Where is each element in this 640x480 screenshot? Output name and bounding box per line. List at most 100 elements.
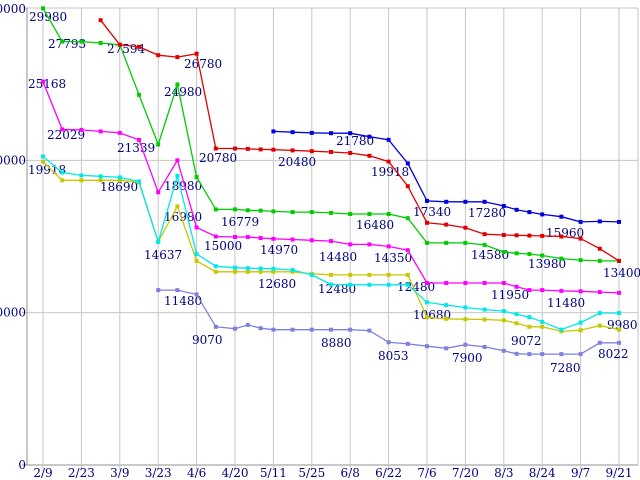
series-red-marker [271, 147, 276, 152]
series-red-marker [137, 44, 141, 49]
series-red-marker [559, 234, 564, 239]
series-slate-blue-marker [540, 352, 545, 357]
y-axis-tick-label: 30000 [0, 2, 26, 16]
series-green-marker [386, 212, 391, 216]
series-red-marker [386, 159, 391, 164]
series-cyan-marker [79, 173, 84, 178]
series-cyan-marker [258, 266, 263, 271]
series-blue [271, 129, 621, 224]
series-cyan-marker [245, 266, 250, 271]
price-annotation-label: 15000 [204, 239, 242, 253]
x-axis-tick-label: 2/23 [68, 466, 95, 480]
series-slate-blue-marker [482, 344, 487, 349]
series-magenta-marker [79, 127, 84, 132]
series-slate-blue-marker [514, 351, 519, 356]
series-green [41, 6, 621, 263]
series-blue-line [273, 130, 620, 223]
series-slate-blue-marker [156, 288, 161, 293]
y-axis-tick-label: 0 [18, 458, 26, 472]
series-slate-blue-marker [617, 340, 621, 345]
series-blue-marker [405, 161, 410, 166]
series-dark-yellow-marker [597, 323, 602, 328]
series-cyan-marker [444, 303, 449, 308]
series-green-marker [482, 242, 487, 247]
series-dark-yellow-marker [258, 269, 263, 274]
series-blue-marker [348, 131, 353, 136]
series-cyan-marker [194, 252, 199, 256]
series-magenta [41, 79, 621, 295]
price-annotation-label: 8022 [598, 347, 629, 361]
series-dark-yellow-marker [348, 272, 353, 277]
series-cyan-marker [233, 265, 237, 270]
series-red-marker [117, 42, 122, 47]
series-slate-blue-marker [527, 352, 532, 357]
series-red [98, 18, 621, 263]
price-annotation-label: 9072 [511, 334, 542, 348]
price-annotation-label: 11480 [164, 294, 202, 308]
series-magenta-marker [271, 236, 276, 241]
series-magenta-marker [245, 235, 250, 239]
price-annotation-label: 11950 [491, 288, 529, 302]
series-cyan-marker [540, 319, 545, 324]
series-red-marker [175, 55, 180, 60]
price-annotation-label: 26780 [184, 57, 222, 71]
series-slate-blue-marker [194, 292, 199, 297]
x-axis-tick-label: 7/6 [417, 466, 436, 480]
series-cyan-marker [175, 173, 180, 178]
series-cyan-marker [213, 264, 218, 269]
series-cyan-marker [482, 307, 487, 312]
series-dark-yellow-marker [527, 324, 532, 329]
series-blue-marker [425, 198, 429, 203]
price-annotation-label: 27594 [107, 42, 146, 56]
series-cyan-marker [60, 170, 65, 175]
price-annotation-label: 8053 [378, 349, 409, 363]
series-red-marker [258, 147, 263, 152]
series-blue-marker [578, 219, 583, 224]
series-green-marker [405, 216, 410, 221]
series-green-marker [559, 256, 564, 261]
series-green-marker [425, 240, 429, 245]
series-magenta-marker [597, 290, 602, 295]
x-axis-tick-label: 3/9 [110, 466, 129, 480]
series-magenta-marker [527, 288, 532, 293]
series-green-marker [527, 252, 532, 256]
series-green-marker [258, 208, 263, 213]
series-green-marker [597, 258, 602, 263]
series-green-marker [213, 207, 218, 212]
series-red-marker [213, 146, 218, 151]
x-axis-tick-label: 6/8 [341, 466, 360, 480]
series-dark-yellow-marker [213, 269, 218, 274]
series-magenta-marker [194, 225, 199, 230]
series-dark-yellow-marker [233, 269, 237, 274]
series-green-marker [290, 210, 295, 215]
series-cyan-marker [271, 266, 276, 271]
series-cyan-marker [425, 300, 429, 305]
series-green-marker [41, 6, 45, 11]
series-magenta-marker [405, 248, 410, 253]
series-red-line [100, 19, 620, 262]
series-blue-marker [540, 212, 545, 217]
series-red-marker [617, 258, 621, 263]
series-magenta-marker [559, 288, 564, 293]
series-slate-blue-marker [245, 322, 250, 327]
series-red-marker [194, 51, 199, 56]
series-cyan-marker [405, 282, 410, 287]
x-axis-tick-label: 3/23 [145, 466, 172, 480]
series-dark-yellow-marker [245, 269, 250, 274]
series-cyan-marker [514, 312, 519, 317]
series-red-marker [463, 225, 468, 230]
series-cyan-marker [463, 305, 468, 310]
series-cyan-marker [527, 315, 532, 320]
series-blue-marker [271, 129, 276, 134]
series-dark-yellow-marker [444, 316, 449, 321]
series-slate-blue-marker [444, 346, 449, 351]
series-cyan-marker [156, 240, 161, 244]
series-dark-yellow-marker [175, 204, 180, 209]
series-red-marker [98, 18, 103, 23]
series-magenta-marker [213, 234, 218, 239]
series-green-marker [463, 240, 468, 245]
series-green-marker [540, 253, 545, 258]
series-red-marker [527, 233, 532, 238]
series-slate-blue-marker [559, 352, 564, 357]
series-cyan-marker [617, 311, 621, 315]
